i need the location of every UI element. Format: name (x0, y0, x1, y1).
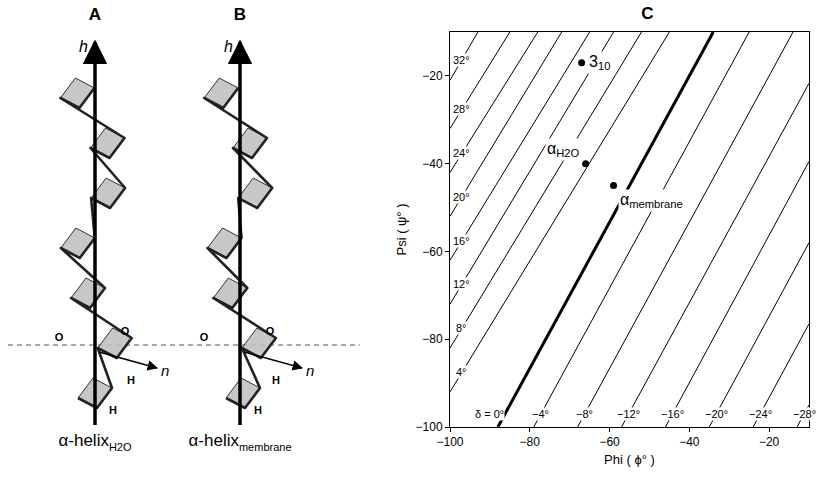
svg-text:−80: −80 (422, 332, 443, 346)
svg-text:4°: 4° (456, 366, 467, 378)
svg-text:α​membrane​: α​membrane​ (620, 191, 683, 210)
svg-text:−28°: −28° (793, 408, 816, 420)
svg-text:−40: −40 (422, 157, 443, 171)
svg-text:−100: −100 (416, 420, 443, 434)
svg-text:H: H (127, 374, 135, 386)
svg-text:−40: −40 (679, 435, 700, 449)
svg-text:α​H2O​: α​H2O​ (547, 140, 580, 159)
svg-text:−60: −60 (599, 435, 620, 449)
svg-text:8°: 8° (456, 322, 467, 334)
svg-text:O: O (55, 331, 64, 343)
svg-text:n: n (161, 362, 169, 379)
svg-text:H: H (254, 404, 262, 416)
svg-text:A: A (89, 5, 101, 24)
svg-text:24°: 24° (453, 147, 470, 159)
svg-text:H: H (109, 404, 117, 416)
svg-text:Phi ( ϕ° ): Phi ( ϕ° ) (604, 452, 655, 467)
svg-text:28°: 28° (453, 103, 470, 115)
svg-text:h: h (224, 38, 233, 55)
svg-text:B: B (234, 5, 246, 24)
svg-text:−24°: −24° (749, 408, 772, 420)
svg-text:−80: −80 (520, 435, 541, 449)
svg-text:16°: 16° (453, 235, 470, 247)
svg-text:O: O (200, 331, 209, 343)
svg-text:−20: −20 (759, 435, 780, 449)
svg-text:20°: 20° (453, 191, 470, 203)
svg-text:α-helixmembrane: α-helixmembrane (188, 431, 291, 453)
svg-text:n: n (306, 362, 314, 379)
svg-text:−60: −60 (422, 245, 443, 259)
svg-text:−4°: −4° (532, 408, 549, 420)
svg-text:h: h (79, 38, 88, 55)
svg-text:α-helixH2O: α-helixH2O (58, 431, 132, 453)
svg-text:−20: −20 (422, 69, 443, 83)
svg-text:32°: 32° (453, 54, 470, 66)
svg-text:−100: −100 (436, 435, 463, 449)
svg-text:C: C (641, 4, 653, 23)
svg-text:H: H (272, 374, 280, 386)
svg-text:O: O (266, 325, 275, 337)
svg-text:3​10​: 3​10​ (589, 53, 610, 72)
svg-text:−8°: −8° (576, 408, 593, 420)
svg-text:O: O (121, 325, 130, 337)
svg-text:−12°: −12° (617, 408, 640, 420)
svg-text:−20°: −20° (705, 408, 728, 420)
svg-text:−16°: −16° (661, 408, 684, 420)
svg-text:12°: 12° (453, 278, 470, 290)
svg-text:Psi ( ψ° ): Psi ( ψ° ) (394, 203, 409, 255)
svg-text:δ = 0°: δ = 0° (475, 408, 504, 420)
